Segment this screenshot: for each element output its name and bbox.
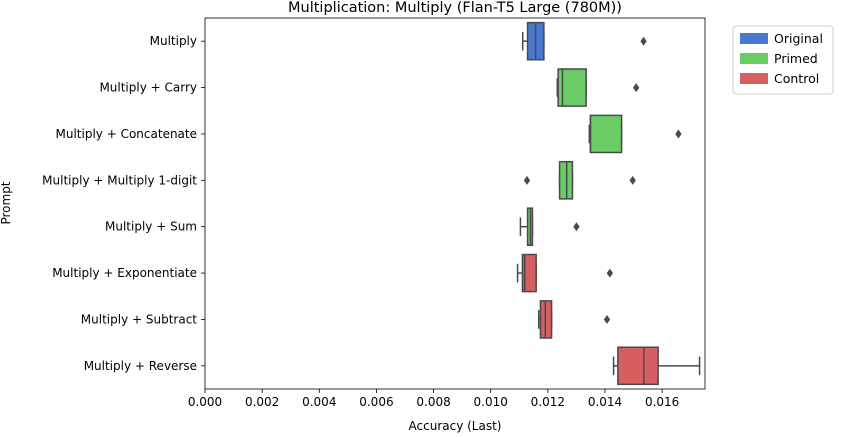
x-tick-label: 0.006: [359, 395, 393, 409]
box-1: [521, 21, 647, 61]
box-6: [516, 253, 614, 293]
y-axis: Multiply Multiply + Carry Multiply + Conca…: [42, 34, 205, 373]
box-iqr: [617, 346, 659, 386]
box-7: [537, 300, 611, 339]
x-tick-label: 0.014: [588, 395, 622, 409]
outlier-point: [640, 36, 647, 46]
x-tick-label: 0.008: [416, 395, 450, 409]
x-tick-label: 0.012: [531, 395, 565, 409]
legend-label: Original: [774, 31, 823, 46]
outlier-point: [573, 222, 580, 232]
legend-swatch: [740, 73, 768, 84]
x-tick-label: 0.002: [245, 395, 279, 409]
y-tick-label: Multiply + Reverse: [84, 359, 197, 373]
outlier-point: [523, 175, 531, 185]
y-tick-label: Multiply + Multiply 1-digit: [42, 173, 197, 187]
x-tick-label: 0.016: [645, 395, 679, 409]
x-tick-label: 0.000: [188, 395, 222, 409]
outlier-point: [603, 314, 611, 324]
y-tick-label: Multiply + Exponentiate: [52, 266, 197, 280]
outlier-point: [675, 129, 682, 139]
legend-swatch: [740, 33, 768, 44]
y-tick-label: Multiply + Carry: [99, 81, 197, 95]
y-tick-label: Multiply + Sum: [105, 220, 197, 234]
box-iqr: [589, 114, 623, 154]
box-2: [556, 68, 640, 107]
chart-title: Multiplication: Multiply (Flan-T5 Large …: [288, 0, 622, 16]
outlier-point: [606, 268, 614, 278]
box-iqr: [521, 253, 537, 293]
legend-label: Primed: [774, 51, 818, 66]
y-axis-label: Prompt: [0, 181, 13, 224]
box-series: [516, 21, 701, 386]
x-axis: 0.000 0.002 0.004 0.006 0.008 0.010 0.012 0.014…: [188, 389, 679, 409]
legend-swatch: [740, 53, 768, 64]
x-tick-label: 0.010: [474, 395, 508, 409]
plot-area: [204, 17, 706, 390]
x-axis-label: Accuracy (Last): [409, 419, 502, 433]
legend-label: Control: [774, 71, 819, 86]
box-5: [519, 207, 580, 246]
legend: Original Primed Control: [732, 25, 834, 95]
y-tick-label: Multiply + Subtract: [81, 312, 197, 326]
y-tick-label: Multiply: [150, 34, 197, 48]
box-8: [612, 346, 701, 386]
y-tick-label: Multiply + Concatenate: [56, 127, 197, 141]
outlier-point: [629, 175, 636, 185]
box-4: [523, 161, 636, 200]
outlier-point: [632, 83, 640, 93]
box-3: [588, 114, 682, 154]
x-tick-label: 0.004: [302, 395, 336, 409]
